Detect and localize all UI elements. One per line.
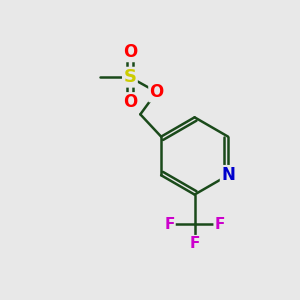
- Text: F: F: [215, 217, 225, 232]
- Text: F: F: [189, 236, 200, 251]
- Text: O: O: [123, 93, 137, 111]
- Text: S: S: [123, 68, 136, 86]
- Text: N: N: [221, 166, 235, 184]
- Text: O: O: [149, 83, 164, 101]
- Text: F: F: [164, 217, 175, 232]
- Text: O: O: [123, 43, 137, 61]
